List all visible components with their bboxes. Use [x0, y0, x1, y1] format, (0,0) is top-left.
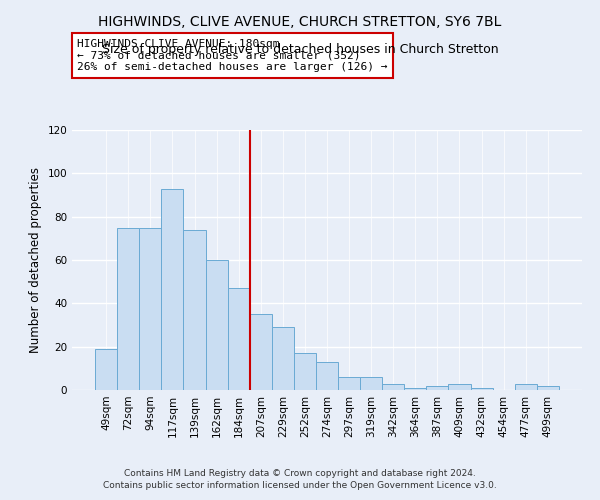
Bar	[537, 386, 559, 390]
Text: HIGHWINDS, CLIVE AVENUE, CHURCH STRETTON, SY6 7BL: HIGHWINDS, CLIVE AVENUE, CHURCH STRETTON…	[98, 15, 502, 29]
Bar	[338, 377, 360, 390]
Bar	[427, 386, 448, 390]
Text: Contains HM Land Registry data © Crown copyright and database right 2024.
Contai: Contains HM Land Registry data © Crown c…	[103, 468, 497, 490]
Text: Size of property relative to detached houses in Church Stretton: Size of property relative to detached ho…	[101, 42, 499, 56]
Bar	[294, 353, 316, 390]
Bar	[360, 377, 382, 390]
Text: HIGHWINDS CLIVE AVENUE: 180sqm
← 73% of detached houses are smaller (352)
26% of: HIGHWINDS CLIVE AVENUE: 180sqm ← 73% of …	[77, 39, 388, 72]
Bar	[206, 260, 227, 390]
Bar	[316, 362, 338, 390]
Bar	[250, 314, 272, 390]
Bar	[382, 384, 404, 390]
Bar	[117, 228, 139, 390]
Bar	[272, 327, 294, 390]
Bar	[95, 349, 117, 390]
Bar	[515, 384, 537, 390]
Bar	[404, 388, 427, 390]
Bar	[470, 388, 493, 390]
Bar	[161, 188, 184, 390]
Bar	[448, 384, 470, 390]
Bar	[139, 228, 161, 390]
Y-axis label: Number of detached properties: Number of detached properties	[29, 167, 42, 353]
Bar	[184, 230, 206, 390]
Bar	[227, 288, 250, 390]
